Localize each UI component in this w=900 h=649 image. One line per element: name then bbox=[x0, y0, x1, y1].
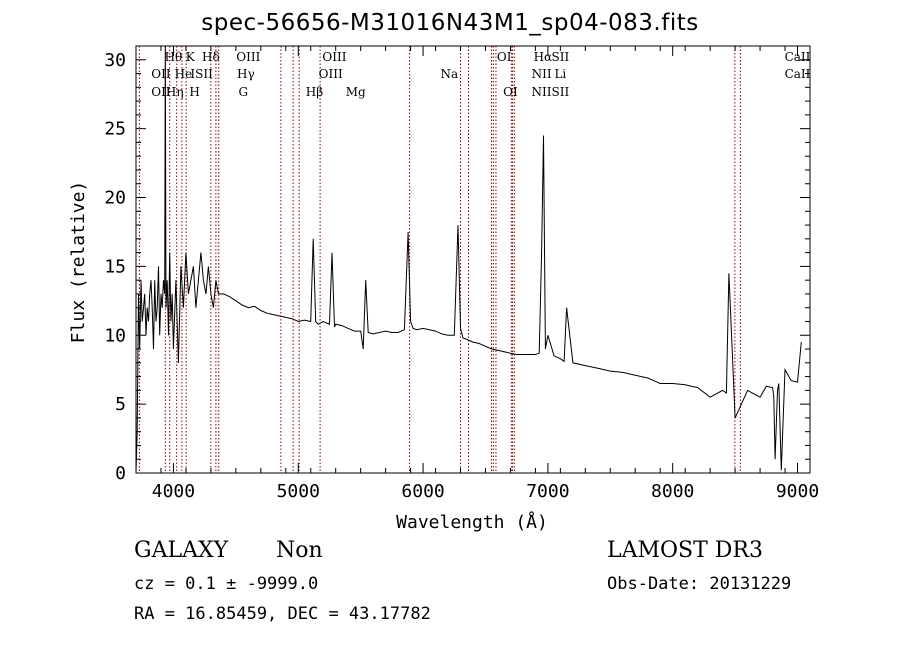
line-label-23: Li bbox=[554, 67, 566, 81]
spectrum-series bbox=[135, 45, 802, 474]
line-label-14: OIII bbox=[319, 67, 343, 81]
line-label-25: CaII bbox=[785, 50, 811, 64]
line-label-6: I bbox=[190, 67, 195, 81]
line-label-7: H bbox=[189, 85, 199, 99]
line-label-17: Na bbox=[440, 67, 458, 81]
x-tick-label-6000: 6000 bbox=[401, 481, 444, 502]
survey-name: LAMOST DR3 bbox=[607, 538, 763, 563]
plot-frame bbox=[135, 45, 811, 474]
chart-title: spec-56656-M31016N43M1_sp04-083.fits bbox=[201, 10, 699, 36]
line-label-1: OII bbox=[151, 67, 171, 81]
line-label-10: OIII bbox=[236, 50, 260, 64]
line-label-12: G bbox=[239, 85, 249, 99]
coordinates: RA = 16.85459, DEC = 43.17782 bbox=[134, 604, 431, 624]
object-class: GALAXY bbox=[134, 538, 229, 563]
x-tick-label-8000: 8000 bbox=[651, 481, 694, 502]
axis-ticks: 4000 5000 6000 7000 8000 9000 0 5 10 15 20 25 30 bbox=[104, 46, 819, 502]
spectrum-line bbox=[135, 45, 802, 474]
redshift-line: cz = 0.1 ± -9999.0 bbox=[134, 574, 319, 594]
line-label-13: OIII bbox=[322, 50, 346, 64]
line-label-3: He bbox=[175, 67, 193, 81]
y-tick-label-5: 5 bbox=[115, 394, 126, 415]
y-tick-label-30: 30 bbox=[104, 50, 126, 71]
emission-line-labels: Hθ OII OII He Hη KIH Hδ SII OIII Hγ G OIII OIII Hβ Mg N… bbox=[151, 50, 810, 99]
line-label-24: NIISII bbox=[532, 85, 570, 99]
y-tick-label-0: 0 bbox=[115, 463, 126, 484]
line-label-0: Hθ bbox=[165, 50, 183, 64]
y-tick-label-15: 15 bbox=[104, 256, 126, 277]
line-label-8: Hδ bbox=[202, 50, 220, 64]
line-label-15: Hβ bbox=[306, 85, 323, 99]
x-tick-label-4000: 4000 bbox=[152, 481, 195, 502]
object-subclass: Non bbox=[276, 538, 323, 563]
emission-line-markers bbox=[138, 46, 741, 473]
obs-date: Obs-Date: 20131229 bbox=[607, 574, 792, 594]
x-tick-label-9000: 9000 bbox=[776, 481, 819, 502]
y-tick-label-20: 20 bbox=[104, 188, 126, 209]
line-label-11: Hγ bbox=[237, 67, 255, 81]
line-label-22: NII bbox=[532, 67, 552, 81]
line-label-26: CaII bbox=[785, 67, 811, 81]
x-axis-label: Wavelength (Å) bbox=[396, 511, 548, 533]
y-tick-label-25: 25 bbox=[104, 119, 126, 140]
x-tick-label-7000: 7000 bbox=[526, 481, 569, 502]
line-label-5: K bbox=[186, 50, 196, 64]
line-label-9: SII bbox=[195, 67, 213, 81]
y-tick-label-10: 10 bbox=[104, 325, 126, 346]
line-label-18: OI bbox=[497, 50, 512, 64]
line-label-2: OII bbox=[151, 85, 171, 99]
line-label-20: Hα bbox=[534, 50, 553, 64]
line-label-4: Hη bbox=[166, 85, 184, 99]
line-label-16: Mg bbox=[346, 85, 366, 99]
line-label-19: OI bbox=[503, 85, 518, 99]
plot-axes bbox=[135, 45, 811, 474]
x-tick-label-5000: 5000 bbox=[277, 481, 320, 502]
y-axis-label: Flux (relative) bbox=[68, 181, 89, 344]
line-label-21: SII bbox=[552, 50, 570, 64]
